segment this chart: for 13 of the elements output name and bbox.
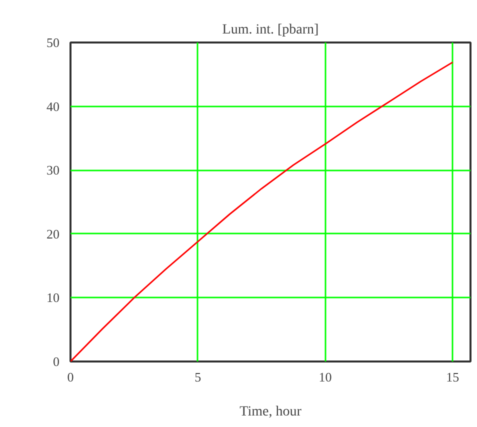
x-axis-title: Time, hour <box>240 404 302 420</box>
x-tick-label: 0 <box>67 370 74 384</box>
x-tick-label: 15 <box>446 370 460 384</box>
chart-title: Lum. int. [pbarn] <box>222 22 319 38</box>
y-tick-label: 50 <box>46 35 60 50</box>
y-tick-label: 0 <box>53 354 60 369</box>
x-tick-label: 10 <box>318 370 332 384</box>
y-tick-label: 20 <box>46 226 60 242</box>
y-tick-label: 40 <box>46 98 60 114</box>
line-series <box>70 62 454 362</box>
x-tick-label: 5 <box>194 370 202 384</box>
y-tick-label: 10 <box>46 290 60 306</box>
y-tick-label: 30 <box>46 162 60 178</box>
